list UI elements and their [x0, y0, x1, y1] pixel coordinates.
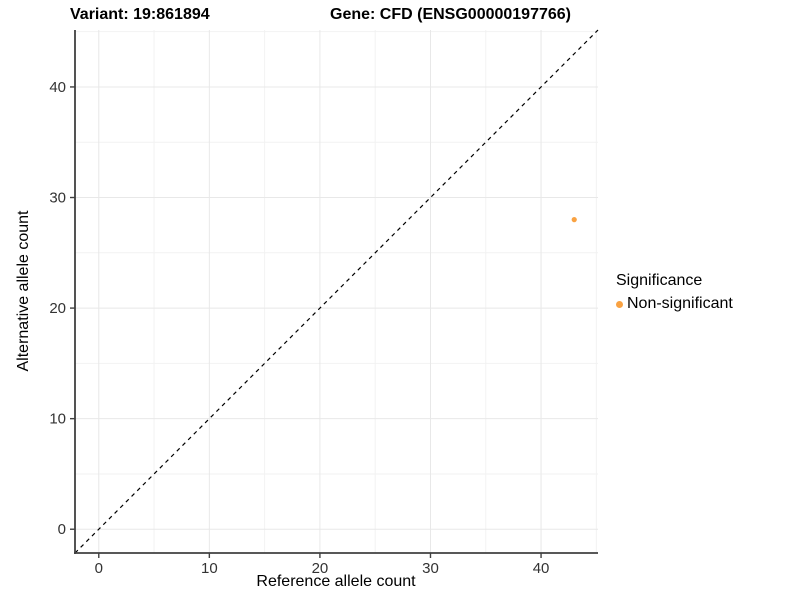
x-tick-label: 0	[95, 560, 103, 577]
y-tick-label: 40	[49, 79, 66, 96]
plot-title-gene: Gene: CFD (ENSG00000197766)	[330, 6, 571, 23]
x-axis-label: Reference allele count	[256, 573, 416, 590]
legend: Significance Non-significant	[616, 272, 733, 313]
identity-line	[74, 29, 599, 554]
plot-title-variant: Variant: 19:861894	[70, 6, 210, 23]
x-tick-label: 20	[312, 560, 329, 577]
x-tick-label: 40	[533, 560, 550, 577]
legend-item-non-significant: Non-significant	[616, 295, 733, 313]
legend-item-label: Non-significant	[627, 295, 733, 312]
y-tick-label: 20	[49, 300, 66, 317]
legend-title: Significance	[616, 272, 703, 289]
y-tick-label: 0	[58, 521, 66, 538]
x-tick-label: 30	[422, 560, 439, 577]
legend-point-icon	[616, 300, 623, 308]
y-tick-label: 10	[49, 411, 66, 428]
y-axis-label: Alternative allele count	[15, 210, 32, 372]
y-tick-label: 30	[49, 190, 66, 207]
x-tick-label: 10	[201, 560, 218, 577]
data-point	[571, 217, 577, 223]
